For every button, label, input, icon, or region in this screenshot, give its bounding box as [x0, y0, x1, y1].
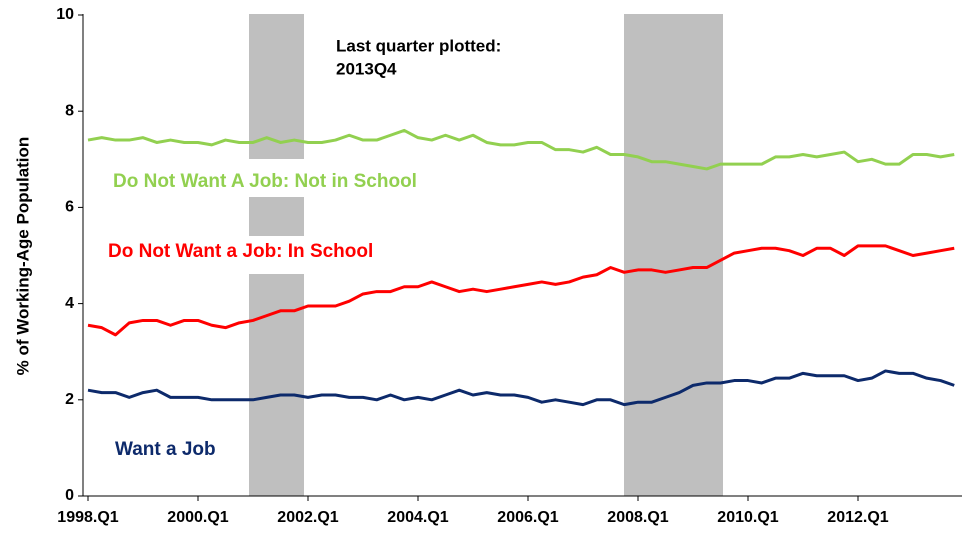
x-tick-label: 2000.Q1	[167, 509, 228, 526]
annotation: 2013Q4	[336, 59, 397, 78]
x-tick-label: 2012.Q1	[827, 509, 888, 526]
x-tick-label: 2008.Q1	[607, 509, 668, 526]
recession-shading	[249, 14, 723, 496]
annotation: Last quarter plotted:	[336, 36, 501, 55]
x-tick-label: 1998.Q1	[57, 509, 118, 526]
recession-band	[249, 197, 304, 236]
recession-band	[249, 14, 304, 159]
series-line	[87, 244, 955, 337]
y-tick-label: 10	[56, 6, 74, 23]
series-label: Do Not Want A Job: Not in School	[113, 171, 417, 192]
y-axis-title: % of Working-Age Population	[13, 137, 32, 376]
x-tick-label: 2006.Q1	[497, 509, 558, 526]
y-tick-label: 4	[65, 295, 74, 312]
series-line	[87, 128, 955, 171]
y-tick-label: 0	[65, 487, 74, 504]
y-tick-label: 2	[65, 391, 74, 408]
recession-band	[624, 14, 723, 496]
series-line	[87, 369, 955, 407]
x-tick-label: 2002.Q1	[277, 509, 338, 526]
x-tick-label: 2004.Q1	[387, 509, 448, 526]
recession-band	[249, 274, 304, 496]
series-label: Want a Job	[115, 439, 216, 460]
series-label: Do Not Want a Job: In School	[108, 241, 373, 262]
y-tick-label: 8	[65, 102, 74, 119]
y-tick-label: 6	[65, 199, 74, 216]
x-tick-label: 2010.Q1	[717, 509, 778, 526]
